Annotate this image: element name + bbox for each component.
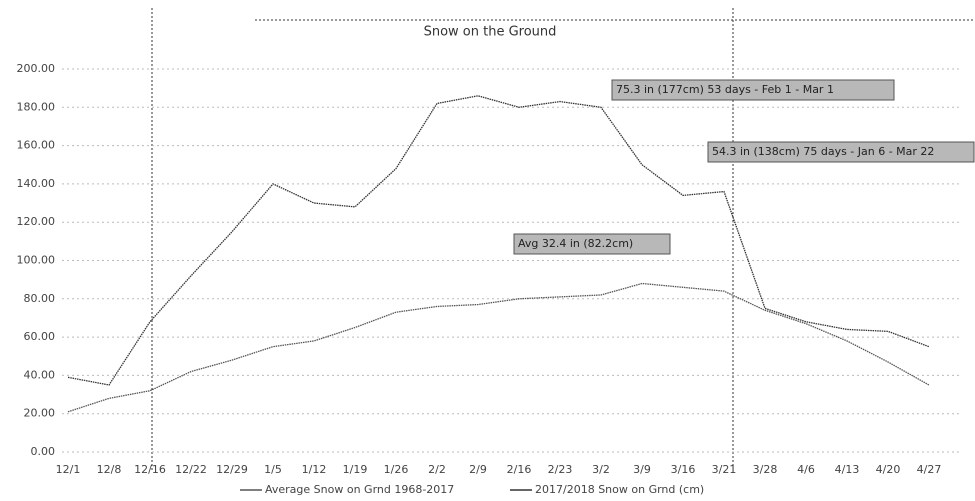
x-tick-label: 2/23 bbox=[548, 463, 573, 476]
x-tick-label: 1/12 bbox=[302, 463, 327, 476]
x-tick-label: 2/9 bbox=[469, 463, 487, 476]
y-tick-label: 200.00 bbox=[17, 62, 56, 75]
x-tick-label: 1/19 bbox=[343, 463, 368, 476]
annotation: 54.3 in (138cm) 75 days - Jan 6 - Mar 22 bbox=[712, 145, 934, 158]
x-tick-label: 3/21 bbox=[712, 463, 737, 476]
x-tick-label: 3/28 bbox=[753, 463, 778, 476]
y-tick-label: 120.00 bbox=[17, 215, 56, 228]
x-tick-label: 4/6 bbox=[797, 463, 815, 476]
x-tick-label: 4/27 bbox=[917, 463, 942, 476]
x-tick-label: 2/16 bbox=[507, 463, 532, 476]
x-tick-label: 4/20 bbox=[876, 463, 901, 476]
x-tick-label: 12/16 bbox=[134, 463, 166, 476]
y-tick-label: 140.00 bbox=[17, 177, 56, 190]
x-tick-label: 1/5 bbox=[264, 463, 282, 476]
y-tick-label: 100.00 bbox=[17, 254, 56, 267]
y-tick-label: 180.00 bbox=[17, 100, 56, 113]
x-tick-label: 12/29 bbox=[216, 463, 248, 476]
annotation-box bbox=[513, 233, 671, 255]
x-tick-label: 3/16 bbox=[671, 463, 696, 476]
x-tick-label: 2/2 bbox=[428, 463, 446, 476]
legend-label: 2017/2018 Snow on Grnd (cm) bbox=[535, 483, 704, 496]
chart-title: Snow on the Ground bbox=[424, 25, 557, 40]
annotation-box bbox=[611, 79, 895, 101]
y-tick-label: 80.00 bbox=[24, 292, 56, 305]
series-line bbox=[67, 282, 930, 413]
annotation: Avg 32.4 in (82.2cm) bbox=[518, 237, 633, 250]
y-tick-label: 0.00 bbox=[31, 445, 56, 458]
annotation-box bbox=[707, 141, 975, 163]
x-tick-label: 4/13 bbox=[835, 463, 860, 476]
x-tick-label: 3/2 bbox=[592, 463, 610, 476]
y-tick-label: 20.00 bbox=[24, 407, 56, 420]
x-tick-label: 12/22 bbox=[175, 463, 207, 476]
x-tick-label: 1/26 bbox=[384, 463, 409, 476]
x-tick-label: 3/9 bbox=[633, 463, 651, 476]
x-tick-label: 12/8 bbox=[97, 463, 122, 476]
legend-label: Average Snow on Grnd 1968-2017 bbox=[265, 483, 454, 496]
series-line bbox=[67, 95, 930, 386]
annotation: 75.3 in (177cm) 53 days - Feb 1 - Mar 1 bbox=[616, 83, 834, 96]
x-tick-label: 12/1 bbox=[56, 463, 81, 476]
y-tick-label: 160.00 bbox=[17, 139, 56, 152]
y-tick-label: 40.00 bbox=[24, 368, 56, 381]
y-tick-label: 60.00 bbox=[24, 330, 56, 343]
